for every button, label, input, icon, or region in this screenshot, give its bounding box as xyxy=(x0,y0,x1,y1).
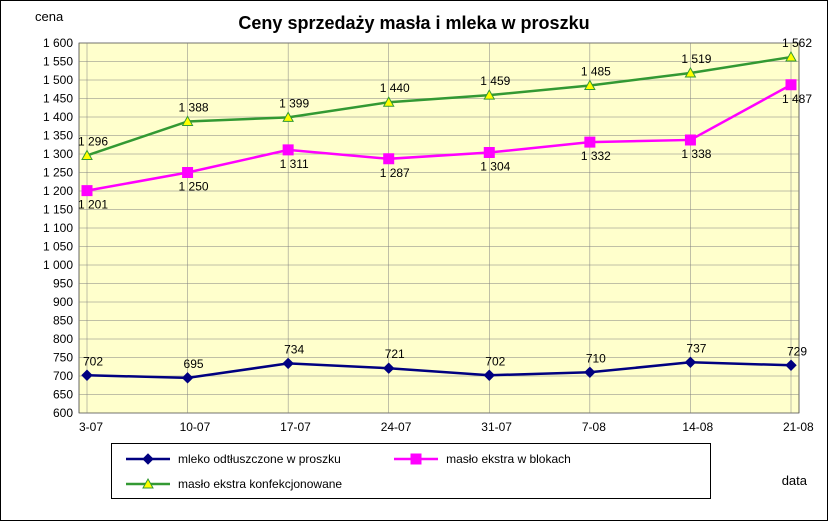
legend-label: masło ekstra konfekcjonowane xyxy=(178,477,342,491)
data-label: 1 388 xyxy=(179,100,209,114)
legend-label: masło ekstra w blokach xyxy=(446,452,571,466)
y-tick-label: 1 350 xyxy=(43,129,73,143)
data-label: 1 304 xyxy=(480,160,510,174)
data-label: 729 xyxy=(787,344,807,358)
y-tick-label: 700 xyxy=(53,369,73,383)
x-tick-label: 17-07 xyxy=(280,420,311,434)
y-tick-label: 900 xyxy=(53,295,73,309)
y-tick-label: 1 400 xyxy=(43,110,73,124)
data-label: 721 xyxy=(385,347,405,361)
legend-item-mleko: mleko odtłuszczone w proszku xyxy=(122,450,390,468)
y-tick-label: 1 050 xyxy=(43,240,73,254)
y-tick-label: 1 000 xyxy=(43,258,73,272)
x-tick-label: 10-07 xyxy=(180,420,211,434)
y-tick-label: 1 600 xyxy=(43,36,73,50)
x-tick-label: 24-07 xyxy=(381,420,412,434)
data-label: 1 332 xyxy=(581,149,611,163)
data-label: 737 xyxy=(686,341,706,355)
x-tick-label: 31-07 xyxy=(481,420,512,434)
y-tick-label: 800 xyxy=(53,332,73,346)
y-tick-label: 1 300 xyxy=(43,147,73,161)
data-label: 1 487 xyxy=(782,92,812,106)
data-label: 1 519 xyxy=(681,52,711,66)
legend-swatch xyxy=(126,452,170,466)
data-label: 1 459 xyxy=(480,74,510,88)
x-tick-label: 21-08 xyxy=(783,420,814,434)
y-tick-label: 1 200 xyxy=(43,184,73,198)
y-tick-label: 1 150 xyxy=(43,203,73,217)
y-tick-label: 1 450 xyxy=(43,92,73,106)
x-tick-label: 3-07 xyxy=(79,420,103,434)
legend-label: mleko odtłuszczone w proszku xyxy=(178,452,341,466)
data-label: 1 440 xyxy=(380,81,410,95)
y-tick-label: 1 250 xyxy=(43,166,73,180)
data-label: 1 296 xyxy=(78,134,108,148)
legend-item-maslo-bloki: masło ekstra w blokach xyxy=(390,450,658,468)
data-label: 702 xyxy=(83,354,103,368)
legend: mleko odtłuszczone w proszku masło ekstra… xyxy=(111,443,711,499)
data-label: 1 201 xyxy=(78,198,108,212)
y-tick-label: 1 550 xyxy=(43,55,73,69)
data-label: 702 xyxy=(485,354,505,368)
y-tick-label: 600 xyxy=(53,406,73,420)
y-tick-label: 850 xyxy=(53,314,73,328)
chart-container: cena Ceny sprzedaży masła i mleka w pros… xyxy=(0,0,828,521)
x-tick-label: 7-08 xyxy=(582,420,606,434)
y-tick-label: 750 xyxy=(53,351,73,365)
plot-area: 6006507007508008509009501 0001 0501 1001… xyxy=(79,43,799,413)
data-label: 1 287 xyxy=(380,166,410,180)
data-label: 1 250 xyxy=(179,180,209,194)
data-label: 1 485 xyxy=(581,65,611,79)
data-label: 1 311 xyxy=(280,157,309,171)
x-axis-title: data xyxy=(782,473,807,488)
y-tick-label: 1 500 xyxy=(43,73,73,87)
y-tick-label: 1 100 xyxy=(43,221,73,235)
legend-item-maslo-konf: masło ekstra konfekcjonowane xyxy=(122,475,390,493)
legend-swatch xyxy=(126,477,170,491)
data-label: 710 xyxy=(586,351,606,365)
x-tick-label: 14-08 xyxy=(682,420,713,434)
y-tick-label: 950 xyxy=(53,277,73,291)
data-label: 695 xyxy=(184,357,204,371)
data-label: 1 562 xyxy=(782,36,812,50)
data-label: 734 xyxy=(284,342,304,356)
legend-swatch xyxy=(394,452,438,466)
data-label: 1 338 xyxy=(681,147,711,161)
data-label: 1 399 xyxy=(279,96,309,110)
y-tick-label: 650 xyxy=(53,388,73,402)
chart-title: Ceny sprzedaży masła i mleka w proszku xyxy=(1,13,827,34)
